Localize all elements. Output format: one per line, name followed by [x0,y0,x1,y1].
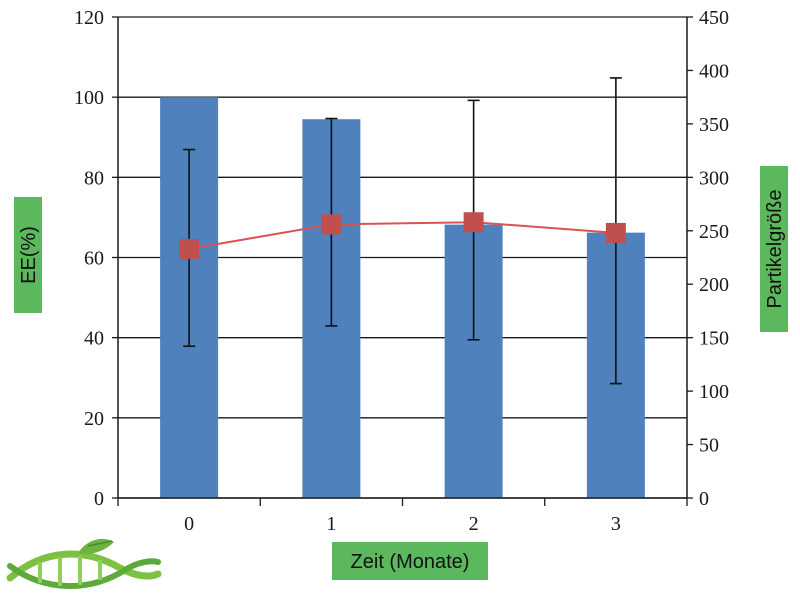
x-tick-label: 3 [611,513,621,535]
y2-tick-label: 50 [699,435,719,457]
y2-tick-label: 200 [699,274,729,296]
x-axis-label-badge: Zeit (Monate) [332,542,488,580]
series-line [188,221,616,250]
y-tick-label: 80 [84,167,104,189]
y2-tick-label: 300 [699,167,729,189]
bar-series [160,97,645,499]
line-series [179,212,626,259]
x-axis-label: Zeit (Monate) [351,551,470,573]
y2-tick-label: 0 [699,488,709,510]
y2-tick-label: 450 [699,7,729,29]
y2-tick-label: 400 [699,60,729,82]
y-axis-label-badge: EE(%) [14,197,42,313]
x-tick-label: 0 [184,513,194,535]
y-tick-label: 60 [84,248,104,270]
y2-tick-label: 150 [699,328,729,350]
dna-leaf-logo [6,538,162,589]
line-marker [605,222,626,243]
line-marker [321,214,342,235]
x-tick-label: 1 [326,513,336,535]
y2-tick-label: 250 [699,221,729,243]
y2-tick-label: 100 [699,381,729,403]
tick-labels: 0204060801001200501001502002503003504004… [74,7,729,535]
y2-axis-label-badge: Partikelgröße [760,166,788,332]
line-marker [179,238,200,259]
y-tick-label: 0 [94,488,104,510]
y-axis-label: EE(%) [18,226,40,284]
line-marker [463,212,484,233]
x-tick-label: 2 [469,513,479,535]
y2-tick-label: 350 [699,114,729,136]
y-tick-label: 100 [74,87,104,109]
y-tick-label: 120 [74,7,104,29]
y-tick-label: 40 [84,328,104,350]
axes [112,16,693,506]
y-tick-label: 20 [84,408,104,430]
y2-axis-label: Partikelgröße [764,190,786,309]
